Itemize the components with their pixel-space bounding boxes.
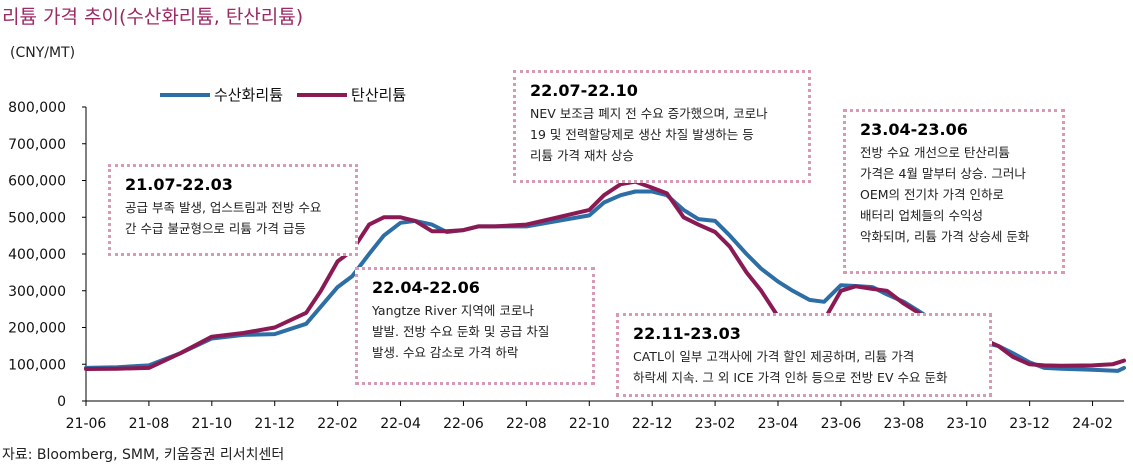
x-tick-label: 22-08: [506, 416, 547, 432]
chart-axes: 0 100,000 200,000 300,000 400,000 500,000 600,…: [8, 100, 1124, 432]
x-tick-label: 22-06: [443, 416, 484, 432]
x-tick-label: 21-12: [254, 416, 295, 432]
annotation-period: 23.04-23.06: [860, 120, 968, 139]
annotation-period: 22.11-23.03: [633, 324, 741, 343]
y-tick-label: 600,000: [8, 174, 66, 190]
x-tick-label: 24-02: [1072, 416, 1113, 432]
y-tick-label: 400,000: [8, 247, 66, 263]
legend-label-hydroxide: 수산화리튬: [214, 86, 284, 104]
chart-legend: 수산화리튬 탄산리튬: [160, 84, 406, 105]
legend-swatch-carbonate: [297, 92, 348, 97]
legend-item-carbonate: 탄산리튬: [297, 84, 406, 105]
x-tick-label: 23-02: [695, 416, 736, 432]
y-tick-label: 800,000: [8, 100, 66, 116]
annotation-text: CATL이 일부 고객사에 가격 할인 제공하며, 리튬 가격 하락세 지속. …: [633, 349, 948, 385]
x-tick-label: 22-12: [632, 416, 673, 432]
source-note: 자료: Bloomberg, SMM, 키움증권 리서치센터: [2, 447, 285, 463]
legend-swatch-hydroxide: [160, 92, 210, 97]
y-tick-label: 700,000: [8, 137, 66, 153]
annotation-period: 21.07-22.03: [125, 175, 233, 194]
annotation-text: 전방 수요 개선으로 탄산리튬 가격은 4월 말부터 상승. 그러나 OEM의 …: [860, 145, 1030, 244]
annotation-box-2207-2210: 22.07-22.10 NEV 보조금 폐지 전 수요 증가했으며, 코로나 1…: [513, 70, 811, 183]
x-tick-label: 23-04: [758, 416, 799, 432]
y-tick-label: 100,000: [8, 357, 66, 373]
annotation-text: NEV 보조금 폐지 전 수요 증가했으며, 코로나 19 및 전력할당제로 생…: [530, 106, 768, 163]
annotation-box-2304-2306: 23.04-23.06 전방 수요 개선으로 탄산리튬 가격은 4월 말부터 상…: [843, 109, 1065, 274]
x-tick-label: 22-04: [380, 416, 421, 432]
y-tick-label: 300,000: [8, 284, 66, 300]
legend-item-hydroxide: 수산화리튬: [160, 84, 283, 105]
annotation-text: 공급 부족 발생, 업스트림과 전방 수요 간 수급 불균형으로 리튬 가격 급…: [125, 200, 322, 236]
x-tick-label: 21-10: [191, 416, 232, 432]
annotation-text: Yangtze River 지역에 코로나 발발. 전방 수요 둔화 및 공급 …: [372, 303, 550, 360]
x-tick-label: 23-12: [1009, 416, 1050, 432]
annotation-box-2107-2203: 21.07-22.03 공급 부족 발생, 업스트림과 전방 수요 간 수급 불…: [108, 164, 358, 256]
chart-title: 리튬 가격 추이(수산화리튬, 탄산리튬): [2, 6, 304, 28]
x-tick-label: 21-06: [66, 416, 107, 432]
annotation-box-2211-2303: 22.11-23.03 CATL이 일부 고객사에 가격 할인 제공하며, 리튬…: [616, 313, 992, 397]
annotation-period: 22.07-22.10: [530, 81, 638, 100]
x-tick-label: 22-02: [317, 416, 358, 432]
y-tick-label: 500,000: [8, 210, 66, 226]
annotation-period: 22.04-22.06: [372, 278, 480, 297]
x-tick-label: 23-08: [883, 416, 924, 432]
legend-label-carbonate: 탄산리튬: [351, 86, 407, 104]
annotation-box-2204-2206: 22.04-22.06 Yangtze River 지역에 코로나 발발. 전방…: [355, 267, 595, 385]
x-tick-label: 23-06: [821, 416, 862, 432]
x-tick-label: 21-08: [129, 416, 170, 432]
y-axis-unit-label: (CNY/MT): [10, 45, 76, 61]
y-tick-label: 200,000: [8, 321, 66, 337]
x-tick-label: 22-10: [569, 416, 610, 432]
y-tick-label: 0: [57, 394, 66, 410]
x-tick-label: 23-10: [946, 416, 987, 432]
